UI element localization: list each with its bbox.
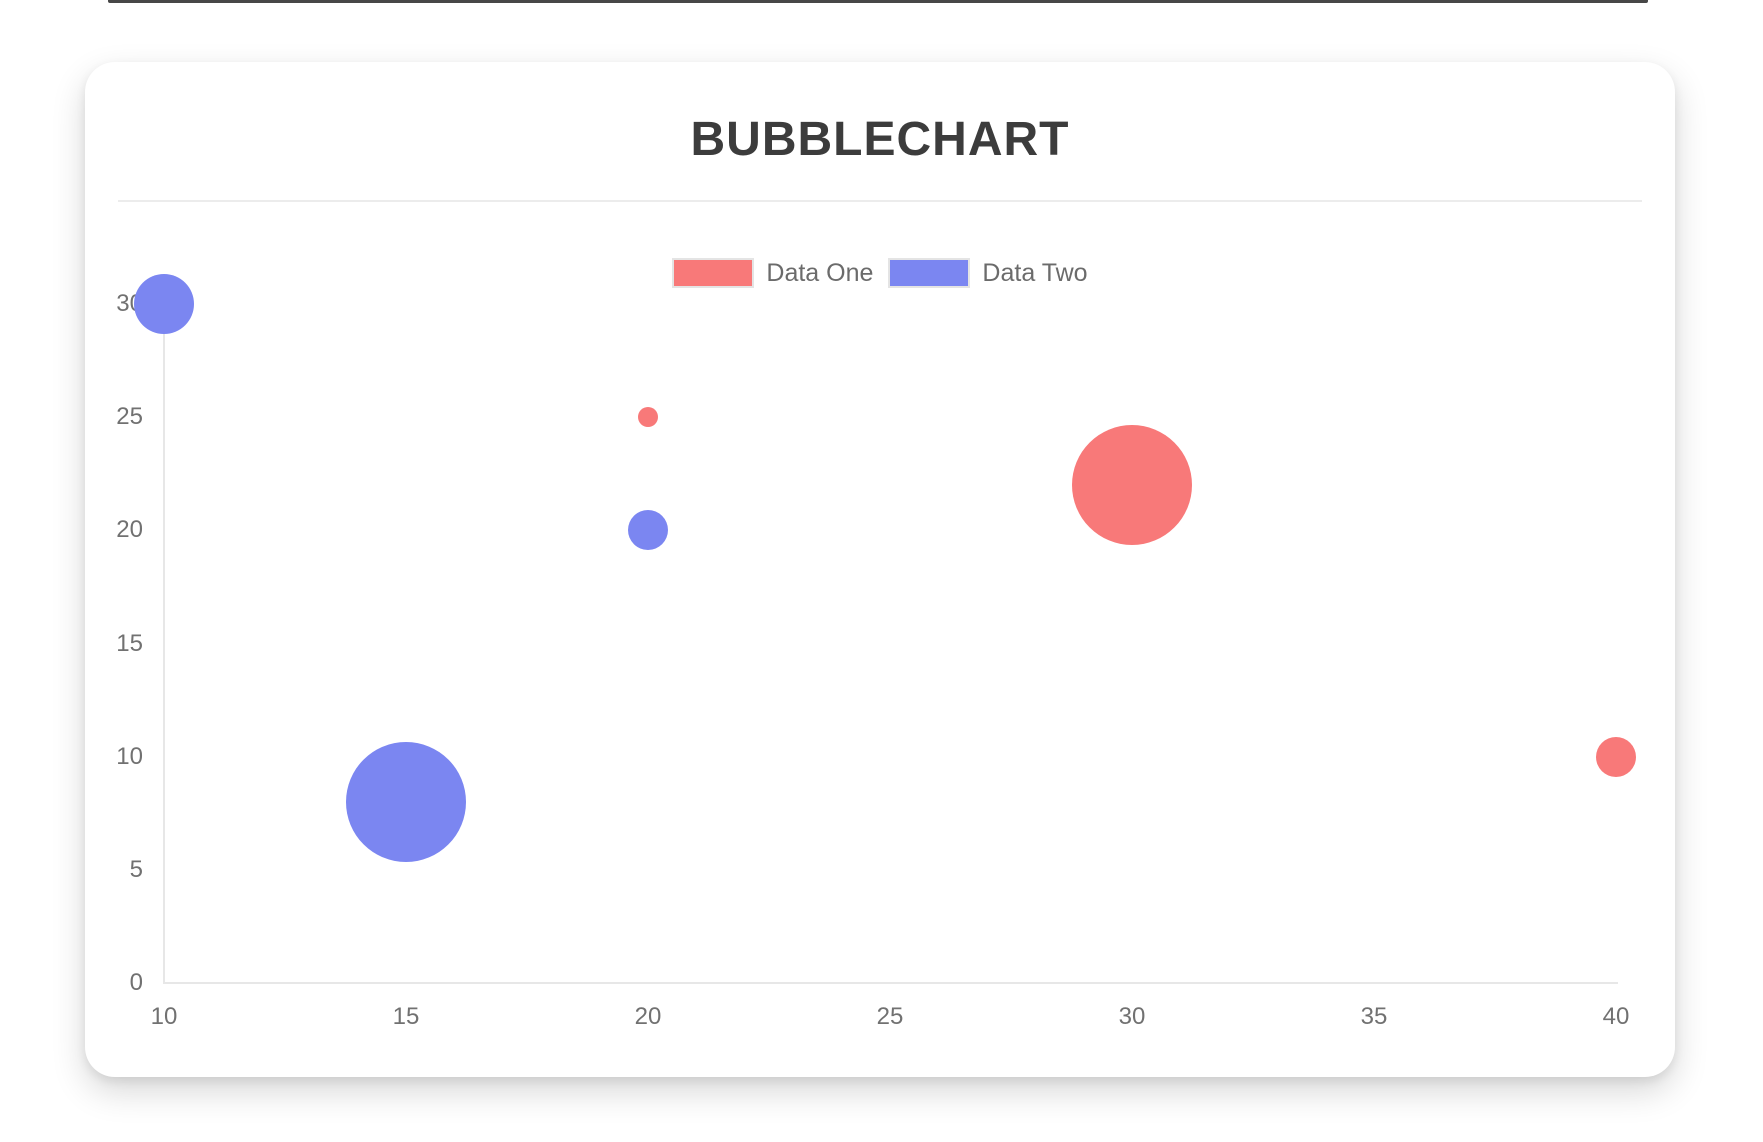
x-axis-tick-label: 40: [1602, 1003, 1630, 1030]
x-axis-tick-label: 35: [1360, 1003, 1388, 1030]
x-axis-tick-label: 15: [392, 1003, 420, 1030]
legend-label-data-two: Data Two: [982, 258, 1088, 287]
legend-item-data-one[interactable]: Data One: [672, 258, 873, 288]
x-axis-tick-label: 25: [876, 1003, 904, 1030]
chart-legend: Data One Data Two: [85, 256, 1675, 290]
x-axis-tick-label: 10: [150, 1003, 178, 1030]
bubble-data-one[interactable]: [1596, 736, 1636, 777]
bubble-data-two[interactable]: [346, 741, 466, 862]
y-axis-tick-label: 0: [129, 969, 143, 996]
y-axis-tick-label: 10: [116, 742, 143, 770]
y-axis-tick-label: 25: [116, 403, 143, 431]
y-axis-line: [163, 304, 165, 983]
legend-item-data-two[interactable]: Data Two: [888, 258, 1088, 288]
legend-swatch-data-two: [888, 258, 971, 288]
x-axis-line: [163, 982, 1618, 984]
legend-swatch-data-one: [672, 258, 755, 288]
y-axis-tick-label: 15: [116, 629, 143, 657]
bubble-data-two[interactable]: [628, 510, 668, 551]
bubble-data-one[interactable]: [1072, 425, 1192, 546]
x-axis-tick-label: 30: [1118, 1003, 1146, 1030]
legend-label-data-one: Data One: [766, 258, 874, 287]
chart-title: BUBBLECHART: [690, 113, 1070, 166]
bubble-data-one[interactable]: [638, 407, 658, 428]
bubble-data-two[interactable]: [134, 274, 194, 334]
y-axis-tick-label: 5: [129, 855, 143, 883]
chart-card: BUBBLECHART Data One Data Two 0 5 10 15 20 25…: [85, 62, 1675, 1077]
plot-area: 0 5 10 15 20 25 30 10 15 20 25 30 35 40: [116, 274, 1636, 1030]
x-axis-tick-label: 20: [634, 1003, 662, 1030]
title-divider: [118, 200, 1642, 202]
y-axis-tick-label: 20: [116, 516, 143, 544]
top-edge-line: [108, 0, 1648, 3]
